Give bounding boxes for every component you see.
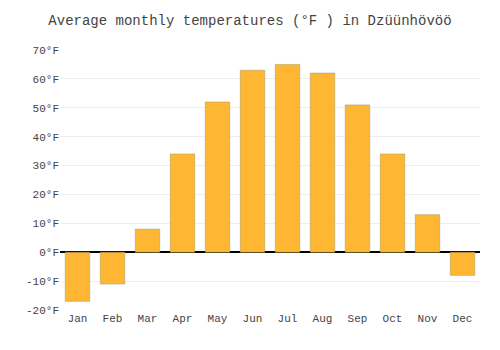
svg-text:10°F: 10°F [33, 218, 59, 230]
svg-text:Dec: Dec [453, 313, 473, 325]
svg-text:Mar: Mar [138, 313, 158, 325]
svg-text:50°F: 50°F [33, 103, 59, 115]
svg-text:60°F: 60°F [33, 74, 59, 86]
svg-text:Jan: Jan [68, 313, 88, 325]
svg-text:20°F: 20°F [33, 189, 59, 201]
svg-text:-20°F: -20°F [26, 305, 59, 317]
svg-text:Sep: Sep [348, 313, 368, 325]
svg-text:70°F: 70°F [33, 45, 59, 57]
svg-text:Feb: Feb [103, 313, 123, 325]
svg-text:May: May [208, 313, 228, 325]
svg-text:0°F: 0°F [39, 247, 59, 259]
svg-text:Jul: Jul [278, 313, 298, 325]
svg-text:Aug: Aug [313, 313, 333, 325]
svg-text:Oct: Oct [383, 313, 403, 325]
svg-text:Apr: Apr [173, 313, 193, 325]
svg-text:Jun: Jun [243, 313, 263, 325]
svg-text:-10°F: -10°F [26, 276, 59, 288]
svg-text:40°F: 40°F [33, 132, 59, 144]
svg-text:Average monthly temperatures (: Average monthly temperatures (°F ) in Dz… [48, 13, 451, 29]
svg-text:30°F: 30°F [33, 160, 59, 172]
svg-text:Nov: Nov [418, 313, 438, 325]
